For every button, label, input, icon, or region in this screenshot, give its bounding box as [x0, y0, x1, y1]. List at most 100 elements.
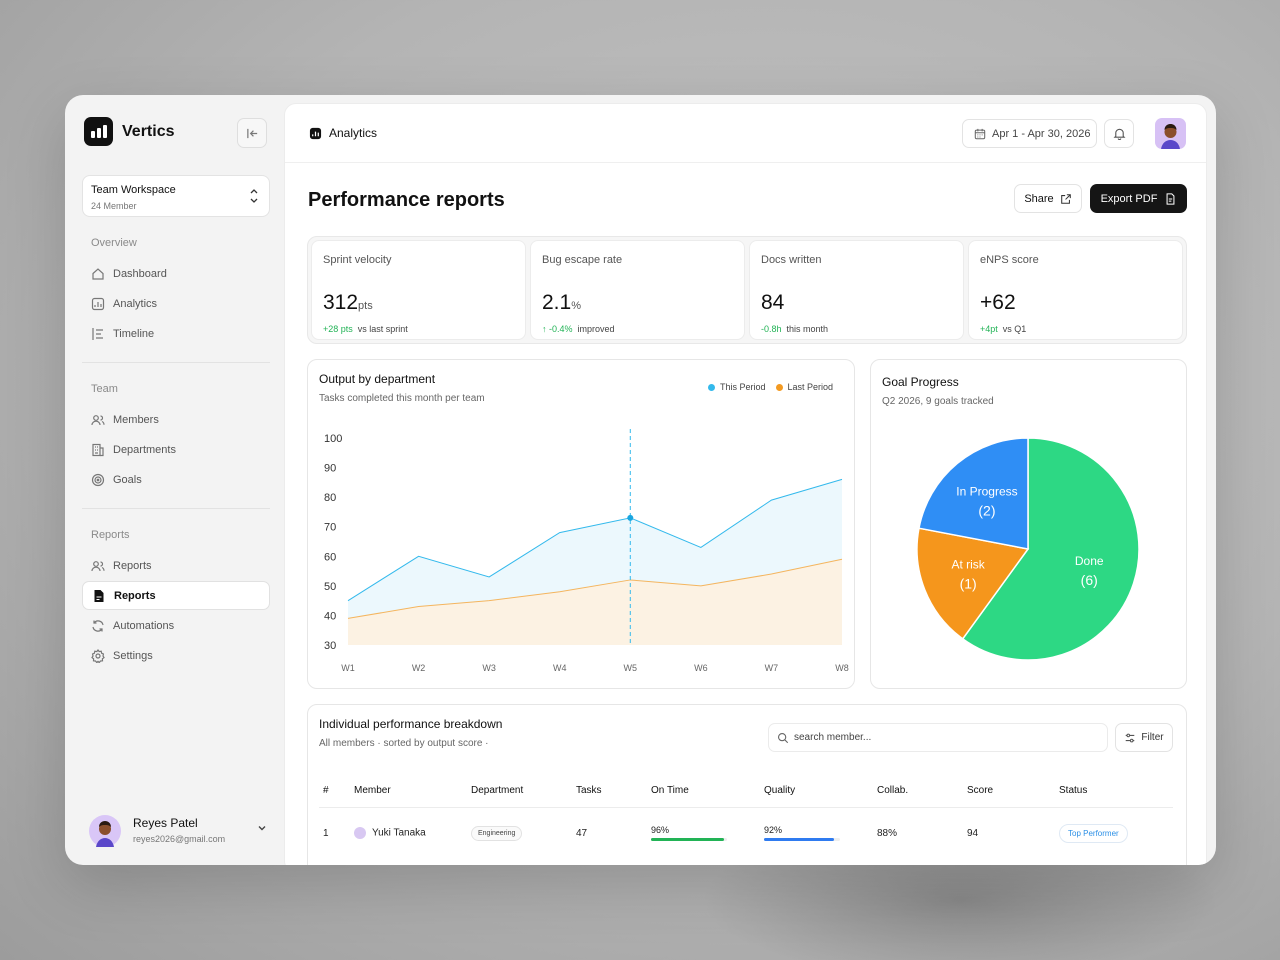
cell-score: 94 — [967, 827, 979, 839]
export-label: Export PDF — [1100, 192, 1158, 205]
cell-rank: 1 — [323, 827, 329, 839]
sidebar-item-analytics[interactable]: Analytics — [82, 289, 270, 318]
user-profile[interactable]: Reyes Patel reyes2026@gmail.com — [89, 813, 269, 849]
stat-delta: +4pt vs Q1 — [980, 324, 1027, 334]
column-header-status[interactable]: Status — [1059, 775, 1173, 808]
collapse-sidebar-button[interactable] — [237, 118, 267, 148]
sidebar-item-label: Members — [113, 413, 159, 426]
sidebar-item-reports-people[interactable]: Reports — [82, 551, 270, 580]
share-button[interactable]: Share — [1014, 184, 1082, 213]
sidebar-item-label: Goals — [113, 473, 142, 486]
pie-slice-in-progress-count: (2) — [978, 502, 995, 518]
stat-card-docs-written: Docs written 84 -0.8h this month — [749, 240, 964, 340]
sidebar-item-label: Reports — [113, 559, 152, 572]
page-title: Performance reports — [308, 189, 505, 211]
avatar — [89, 815, 121, 847]
avatar[interactable] — [1155, 118, 1186, 149]
y-tick-label: 30 — [324, 640, 336, 652]
stat-delta: -0.8h this month — [761, 324, 829, 334]
user-name: Reyes Patel — [133, 816, 198, 830]
member-name: Yuki Tanaka — [372, 827, 426, 839]
bell-icon — [1113, 128, 1125, 140]
output-chart-card: Output by department Tasks completed thi… — [307, 359, 855, 689]
x-tick-label: W6 — [694, 663, 708, 673]
pie-slice-in-progress — [918, 437, 1029, 550]
x-tick-label: W2 — [412, 663, 426, 673]
cell-status: Top Performer — [1059, 807, 1173, 859]
stat-delta: ↑ -0.4% improved — [542, 324, 615, 334]
collapse-icon — [246, 128, 257, 138]
y-tick-label: 40 — [324, 610, 336, 622]
card-subtitle: Q2 2026, 9 goals tracked — [882, 396, 994, 407]
card-subtitle: All members · sorted by output score · — [319, 738, 489, 749]
sidebar-divider — [82, 508, 270, 509]
date-range-label: Apr 1 - Apr 30, 2026 — [992, 127, 1091, 140]
department-badge: Engineering — [471, 825, 523, 841]
sidebar-item-goals[interactable]: Goals — [82, 465, 270, 494]
stat-value: 2.1% — [542, 291, 581, 314]
on-time-percent: 96% — [651, 825, 670, 836]
cell-tasks: 47 — [576, 827, 588, 839]
sidebar-item-members[interactable]: Members — [82, 405, 270, 434]
sidebar-item-label: Departments — [113, 443, 176, 456]
card-title: Goal Progress — [882, 375, 959, 389]
sidebar-item-settings[interactable]: Settings — [82, 641, 270, 670]
filter-label: Filter — [1141, 732, 1164, 743]
share-label: Share — [1024, 192, 1054, 205]
series-line-this-period — [347, 478, 843, 602]
y-tick-label: 80 — [324, 492, 336, 504]
on-time-progress-bar — [651, 838, 724, 842]
workspace-switcher[interactable]: Team Workspace 24 Member — [82, 175, 270, 217]
section-team: Team — [91, 383, 118, 395]
cell-quality: 92% — [764, 807, 877, 859]
quality-progress-bar — [764, 838, 834, 842]
search-input[interactable]: search member... — [768, 723, 1108, 752]
section-overview: Overview — [91, 237, 137, 249]
table-row[interactable]: 1 Yuki Tanaka Engineering 47 96% — [319, 807, 1173, 859]
refresh-icon — [92, 619, 104, 632]
area-chart[interactable]: 100 90 80 70 60 50 40 30 W1 W2 W3 W4 W5 W6 W7 W8 — [308, 415, 854, 685]
sidebar-item-timeline[interactable]: Timeline — [82, 319, 270, 348]
column-header-score[interactable]: Score — [967, 775, 1059, 808]
sidebar-item-departments[interactable]: Departments — [82, 435, 270, 464]
date-range-picker[interactable]: Apr 1 - Apr 30, 2026 — [962, 119, 1097, 148]
table-header-row: # Member Department Tasks On Time Qualit… — [319, 775, 1173, 808]
column-header-on-time[interactable]: On Time — [651, 775, 764, 808]
app-window: Vertics Team Workspace 24 Member Overvie… — [65, 95, 1216, 865]
x-tick-label: W4 — [553, 663, 567, 673]
stat-delta: +28 pts vs last sprint — [323, 324, 408, 334]
stat-card-enps-score: eNPS score +62 +4pt vs Q1 — [968, 240, 1183, 340]
stat-value: 312pts — [323, 291, 373, 314]
column-header-collab[interactable]: Collab. — [877, 775, 967, 808]
column-header-department[interactable]: Department — [471, 775, 576, 808]
sidebar-item-dashboard[interactable]: Dashboard — [82, 259, 270, 288]
column-header-member[interactable]: Member — [354, 775, 471, 808]
sidebar-item-label: Analytics — [113, 297, 158, 310]
sidebar-item-automations[interactable]: Automations — [82, 611, 270, 640]
highlight-point — [627, 514, 634, 521]
file-icon — [1166, 192, 1175, 205]
calendar-icon — [974, 128, 986, 139]
series-area-last-period — [348, 559, 842, 645]
cell-collab: 88% — [877, 827, 898, 839]
home-icon — [92, 267, 104, 280]
card-subtitle: Tasks completed this month per team — [319, 393, 485, 404]
legend-this-period: This Period — [708, 382, 766, 392]
pie-chart[interactable]: Done (6) At risk (1) In Progress (2) — [871, 425, 1186, 685]
x-tick-label: W3 — [482, 663, 496, 673]
y-tick-label: 90 — [324, 463, 336, 475]
filter-button[interactable]: Filter — [1115, 723, 1173, 752]
topbar: Analytics Apr 1 - Apr 30, 2026 — [285, 104, 1206, 163]
column-header-tasks[interactable]: Tasks — [576, 775, 651, 808]
sidebar-item-reports[interactable]: Reports — [82, 581, 270, 610]
pie-slice-in-progress-label: In Progress — [956, 484, 1017, 498]
export-pdf-button[interactable]: Export PDF — [1090, 184, 1187, 213]
column-header-rank[interactable]: # — [319, 775, 354, 808]
notifications-button[interactable] — [1104, 119, 1134, 148]
series-line-last-period — [347, 558, 843, 619]
brand[interactable]: Vertics — [84, 117, 174, 146]
sidebar: Vertics Team Workspace 24 Member Overvie… — [65, 95, 283, 865]
legend-last-period: Last Period — [775, 382, 833, 392]
column-header-quality[interactable]: Quality — [764, 775, 877, 808]
breadcrumb-label: Analytics — [329, 126, 378, 140]
